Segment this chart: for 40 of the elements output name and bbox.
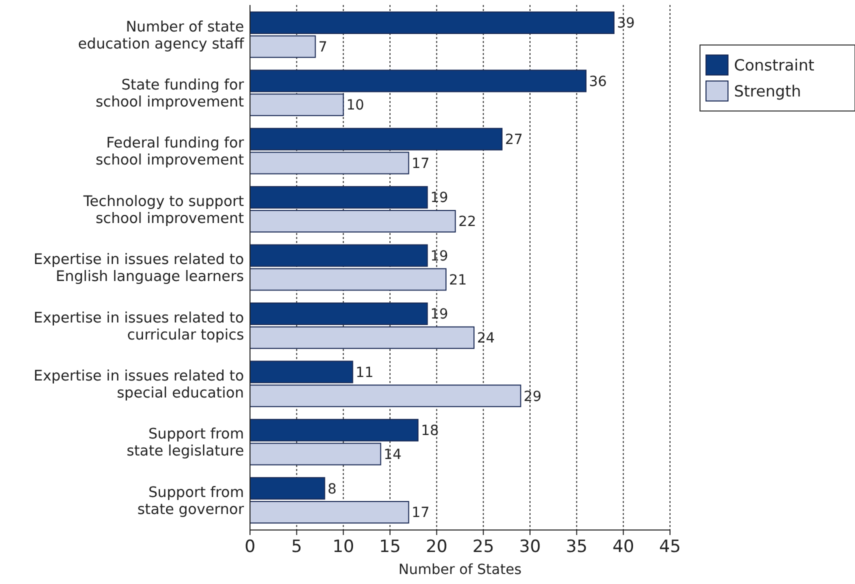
y-tick-label: Federal funding for school improvement	[96, 136, 244, 169]
data-label: 11	[356, 364, 374, 381]
x-tick-label: 25	[472, 537, 494, 557]
data-label: 29	[524, 388, 542, 405]
data-label: 39	[617, 16, 635, 32]
data-label: 17	[412, 505, 430, 522]
legend-label: Strength	[734, 82, 802, 100]
data-label: 18	[421, 423, 439, 440]
x-axis-title: Number of States	[398, 562, 522, 578]
x-tick-label: 0	[244, 537, 256, 557]
y-tick-label: Expertise in issues related to English language learners	[34, 252, 244, 286]
x-tick-label: 20	[426, 537, 448, 557]
x-tick-label: 5	[291, 537, 302, 557]
x-tick-label: 35	[566, 537, 588, 557]
legend-label: Constraint	[734, 56, 814, 74]
data-label: 19	[430, 248, 448, 264]
data-label: 17	[412, 156, 430, 172]
data-label: 27	[505, 132, 523, 148]
x-tick-label: 45	[659, 537, 681, 557]
data-label: 19	[430, 306, 448, 323]
y-tick-label: Technology to support school improvement	[82, 194, 244, 227]
data-label: 22	[458, 214, 476, 230]
data-label: 21	[449, 272, 467, 288]
y-tick-label: Expertise in issues related to special education	[34, 368, 244, 402]
data-label: 19	[430, 190, 448, 206]
data-label: 10	[346, 98, 364, 114]
x-tick-label: 40	[612, 537, 634, 557]
x-tick-label: 10	[332, 537, 354, 557]
y-tick-label: State funding for school improvement	[96, 77, 244, 110]
y-tick-label: Support from state legislature	[126, 426, 244, 460]
y-tick-label: Expertise in issues related to curricular topics	[34, 310, 244, 344]
x-tick-label: 15	[379, 537, 401, 557]
y-tick-label: Support from state governor	[137, 484, 244, 518]
x-tick-label: 30	[519, 537, 541, 557]
data-label: 36	[589, 74, 607, 90]
data-label: 7	[318, 40, 328, 56]
data-label: 8	[328, 481, 337, 498]
data-label: 14	[384, 446, 402, 463]
y-tick-label: Number of state education agency staff	[78, 19, 245, 52]
data-label: 24	[477, 330, 495, 347]
